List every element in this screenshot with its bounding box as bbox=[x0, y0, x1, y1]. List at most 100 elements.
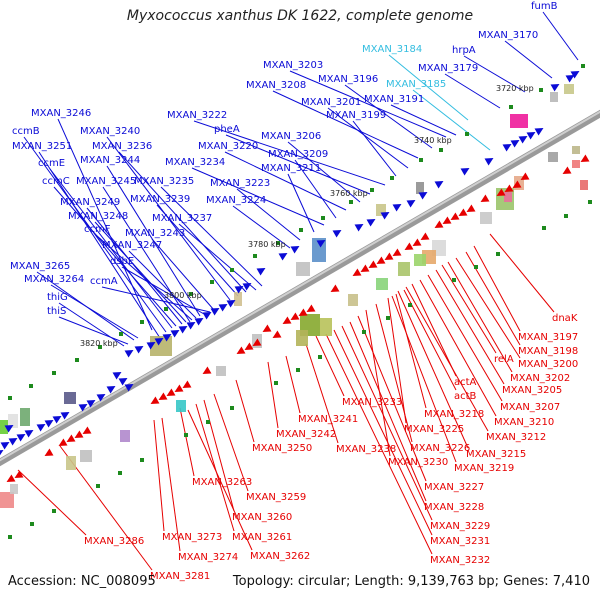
forward-gene-label: pheA bbox=[214, 124, 240, 135]
forward-gene-label: MXAN_3246 bbox=[31, 108, 91, 119]
label-connector-line bbox=[236, 188, 301, 241]
forward-gene-arrow bbox=[124, 384, 134, 392]
feature-block bbox=[480, 212, 492, 224]
tick-mark bbox=[52, 509, 56, 513]
reverse-gene-arrow bbox=[6, 474, 16, 482]
label-connector-line bbox=[349, 321, 427, 502]
forward-gene-label: MXAN_3220 bbox=[198, 141, 258, 152]
label-connector-line bbox=[195, 403, 235, 532]
kbp-tick-label: 3780 kbp bbox=[248, 240, 286, 249]
feature-block bbox=[416, 182, 424, 194]
tick-mark bbox=[189, 292, 193, 296]
forward-gene-label: MXAN_3249 bbox=[60, 197, 120, 208]
label-connector-line bbox=[412, 89, 491, 151]
forward-gene-arrow bbox=[242, 283, 252, 291]
label-connector-line bbox=[489, 233, 555, 313]
forward-gene-arrow bbox=[366, 219, 376, 227]
feature-block bbox=[564, 84, 574, 94]
reverse-gene-label: MXAN_3263 bbox=[192, 477, 252, 488]
forward-gene-arrow bbox=[316, 240, 326, 248]
forward-gene-arrow bbox=[418, 192, 428, 200]
tick-mark bbox=[296, 368, 300, 372]
reverse-gene-arrow bbox=[252, 338, 262, 346]
tick-mark bbox=[230, 406, 234, 410]
genome-summary-text: Topology: circular; Length: 9,139,763 bp… bbox=[232, 574, 590, 589]
forward-gene-arrow bbox=[226, 300, 236, 308]
feature-block bbox=[234, 292, 242, 306]
reverse-gene-arrow bbox=[82, 426, 92, 434]
forward-gene-arrow bbox=[124, 350, 134, 358]
tick-mark bbox=[164, 307, 168, 311]
forward-gene-arrow bbox=[134, 346, 144, 354]
tick-mark bbox=[184, 433, 188, 437]
feature-block bbox=[376, 204, 386, 216]
label-connector-line bbox=[411, 283, 457, 377]
reverse-gene-arrow bbox=[480, 194, 490, 202]
label-connector-line bbox=[50, 284, 139, 339]
reverse-gene-label: MXAN_3262 bbox=[250, 551, 310, 562]
tick-mark bbox=[509, 105, 513, 109]
kbp-tick-label: 3720 kbp bbox=[496, 84, 534, 93]
label-connector-line bbox=[187, 409, 253, 551]
reverse-gene-arrow bbox=[282, 316, 292, 324]
accession-text: Accession: NC_008095 bbox=[8, 574, 156, 589]
forward-gene-arrow bbox=[518, 136, 528, 144]
reverse-gene-label: MXAN_3238 bbox=[336, 444, 396, 455]
reverse-gene-arrow bbox=[450, 212, 460, 220]
feature-block bbox=[0, 420, 8, 434]
forward-gene-arrow bbox=[234, 286, 244, 294]
label-connector-line bbox=[388, 54, 469, 121]
reverse-gene-arrow bbox=[166, 388, 176, 396]
forward-gene-arrow bbox=[218, 304, 228, 312]
label-connector-line bbox=[156, 204, 239, 297]
label-connector-line bbox=[542, 11, 579, 61]
label-connector-line bbox=[387, 297, 407, 424]
reverse-gene-arrow bbox=[512, 180, 522, 188]
label-connector-line bbox=[289, 70, 447, 138]
forward-gene-label: MXAN_3208 bbox=[246, 80, 306, 91]
forward-gene-label: ccmB bbox=[12, 126, 40, 137]
label-connector-line bbox=[58, 316, 129, 345]
feature-block bbox=[510, 114, 528, 128]
forward-gene-arrow bbox=[202, 312, 212, 320]
forward-gene-arrow bbox=[86, 400, 96, 408]
tick-mark bbox=[588, 200, 592, 204]
reverse-gene-label: MXAN_3228 bbox=[424, 502, 484, 513]
kbp-tick-label: 3740 kbp bbox=[414, 136, 452, 145]
reverse-gene-arrow bbox=[504, 184, 514, 192]
reverse-gene-arrow bbox=[520, 172, 530, 180]
reverse-gene-arrow bbox=[458, 208, 468, 216]
tick-mark bbox=[96, 484, 100, 488]
forward-gene-label: MXAN_3251 bbox=[12, 141, 72, 152]
reverse-gene-arrow bbox=[466, 204, 476, 212]
reverse-gene-label: dnaK bbox=[552, 313, 578, 324]
tick-mark bbox=[52, 371, 56, 375]
reverse-gene-label: MXAN_3212 bbox=[486, 432, 546, 443]
label-connector-line bbox=[224, 151, 347, 211]
tick-mark bbox=[362, 330, 366, 334]
reverse-gene-label: MXAN_3205 bbox=[502, 385, 562, 396]
reverse-gene-label: MXAN_3250 bbox=[252, 443, 312, 454]
reverse-gene-arrow bbox=[434, 220, 444, 228]
label-connector-line bbox=[102, 186, 191, 323]
tick-mark bbox=[98, 345, 102, 349]
feature-block bbox=[296, 330, 308, 346]
reverse-gene-arrow bbox=[244, 342, 254, 350]
label-connector-line bbox=[294, 159, 337, 219]
reverse-gene-label: MXAN_3273 bbox=[162, 532, 222, 543]
forward-gene-arrow bbox=[406, 200, 416, 208]
forward-gene-arrow bbox=[112, 372, 122, 380]
forward-gene-label: MXAN_3206 bbox=[261, 131, 321, 142]
label-connector-line bbox=[395, 293, 427, 409]
tick-mark bbox=[386, 316, 390, 320]
forward-gene-label: thiS bbox=[47, 306, 66, 317]
reverse-gene-arrow bbox=[262, 324, 272, 332]
label-connector-line bbox=[441, 264, 497, 354]
reverse-gene-label: actB bbox=[454, 391, 477, 402]
forward-gene-label: MXAN_3247 bbox=[102, 240, 162, 251]
kbp-tick-label: 3760 kbp bbox=[330, 189, 368, 198]
reverse-gene-arrow bbox=[306, 304, 316, 312]
label-connector-line bbox=[121, 266, 205, 315]
tick-mark bbox=[210, 280, 214, 284]
label-connector-line bbox=[333, 329, 433, 536]
